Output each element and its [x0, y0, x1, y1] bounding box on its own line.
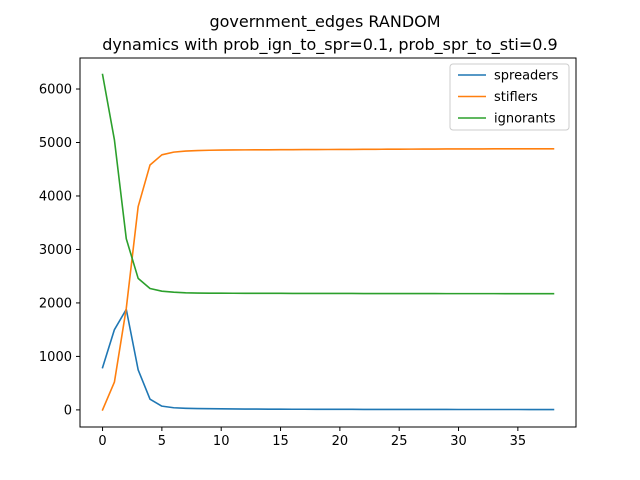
- legend-label-ignorants: ignorants: [494, 112, 556, 127]
- x-tick-label: 30: [450, 434, 467, 449]
- plot-frame: [79, 57, 577, 428]
- x-tick-label: 25: [391, 434, 408, 449]
- series-line-stiflers: [101, 148, 555, 411]
- x-tick-label: 0: [98, 434, 106, 449]
- y-axis: 0 1000 2000 3000 4000 5000 6000: [39, 83, 80, 418]
- y-tick-label: 0: [64, 403, 72, 418]
- x-tick-label: 5: [158, 434, 166, 449]
- legend-label-spreaders: spreaders: [494, 69, 559, 84]
- x-tick-label: 35: [510, 434, 527, 449]
- legend-box: [449, 63, 570, 131]
- y-tick-label: 3000: [39, 243, 72, 258]
- plot-area: 0 5 10 15 20 25 30 35 0 1000 2000 3000 4000 5000 6000: [39, 57, 577, 449]
- x-tick-label: 10: [213, 434, 230, 449]
- y-tick-label: 4000: [39, 189, 72, 204]
- series-layer: [101, 73, 555, 411]
- x-tick-label: 20: [332, 434, 349, 449]
- chart-title: government_edges RANDOM: [209, 12, 440, 32]
- series-line-spreaders: [101, 308, 555, 411]
- x-axis: 0 5 10 15 20 25 30 35: [98, 427, 526, 449]
- y-tick-label: 6000: [39, 83, 72, 98]
- y-tick-label: 1000: [39, 350, 72, 365]
- series-line-ignorants: [101, 73, 555, 295]
- chart-subtitle: dynamics with prob_ign_to_spr=0.1, prob_…: [102, 35, 557, 55]
- y-tick-label: 5000: [39, 136, 72, 151]
- x-tick-label: 15: [272, 434, 289, 449]
- legend-label-stiflers: stiflers: [494, 90, 538, 105]
- y-tick-label: 2000: [39, 296, 72, 311]
- legend: spreaders stiflers ignorants: [449, 63, 570, 131]
